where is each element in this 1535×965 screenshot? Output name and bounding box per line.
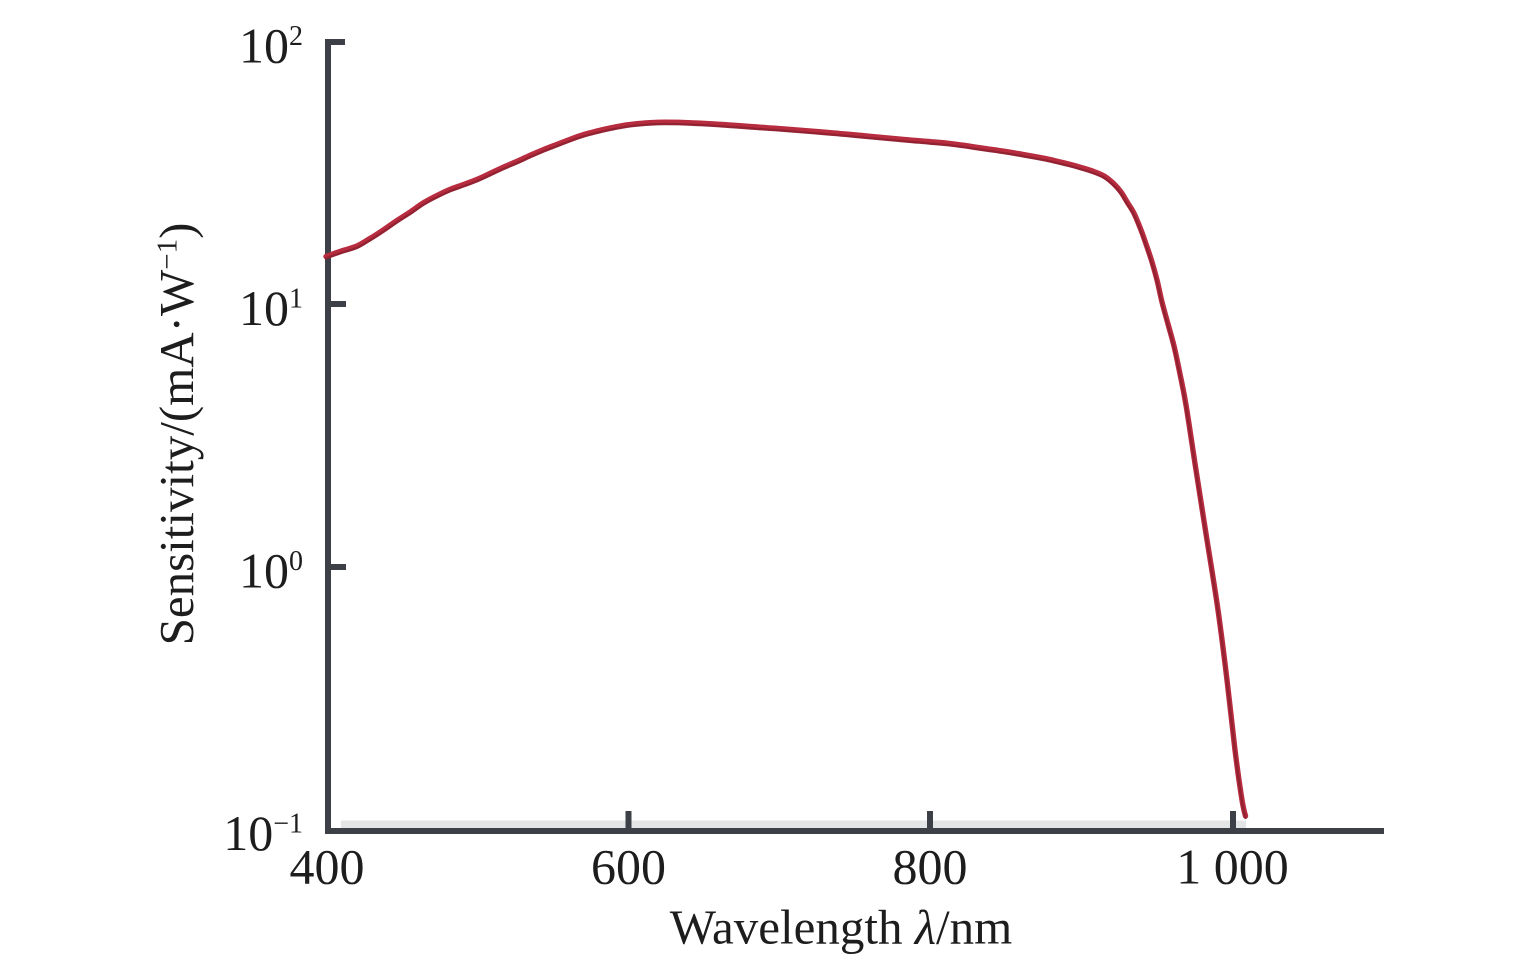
svg-text:10−1: 10−1 <box>223 805 303 861</box>
svg-text:400: 400 <box>290 839 365 895</box>
svg-text:Sensitivity/(mA·W−1): Sensitivity/(mA·W−1) <box>149 223 204 646</box>
svg-text:1 000: 1 000 <box>1176 839 1289 895</box>
svg-text:600: 600 <box>591 839 666 895</box>
svg-text:800: 800 <box>893 839 968 895</box>
svg-text:Wavelength λ/nm: Wavelength λ/nm <box>670 900 1013 955</box>
